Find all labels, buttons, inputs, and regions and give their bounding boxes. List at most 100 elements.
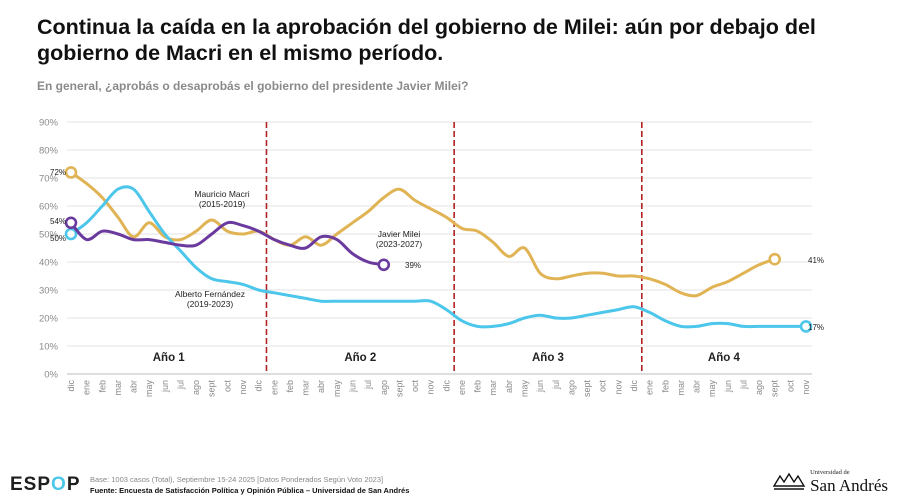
x-tick-label: feb: [285, 380, 295, 393]
series-years-label: (2015-2019): [199, 199, 245, 209]
series-start-marker: [64, 227, 78, 241]
series-years-label: (2019-2023): [187, 299, 233, 309]
x-tick-label: jul: [363, 380, 373, 390]
series-labels: Mauricio Macri(2015-2019) 72% 41% Alberto F…: [50, 168, 824, 332]
series-lines: [64, 166, 813, 333]
x-tick-label: oct: [222, 380, 232, 393]
series-name-label: Alberto Fernández: [175, 289, 245, 299]
series-name-label: Mauricio Macri: [194, 189, 249, 199]
y-tick-label: 40%: [39, 258, 59, 269]
x-tick-label: dic: [254, 380, 264, 392]
year-label: Año 3: [532, 352, 564, 364]
x-tick-label: may: [144, 380, 154, 398]
x-axis-ticks: dic ene feb mar abr may jun jul ago sept oct nov dic…: [66, 380, 811, 398]
series-name-label: Javier Milei: [378, 229, 421, 239]
x-tick-label: oct: [785, 380, 795, 393]
chart-subtitle: En general, ¿aprobás o desaprobás el gob…: [37, 79, 469, 93]
year-label: Año 2: [344, 352, 376, 364]
x-tick-label: jun: [347, 380, 357, 393]
x-tick-label: ago: [566, 380, 576, 395]
x-tick-label: abr: [504, 380, 514, 393]
university-small-text: Universidad de: [810, 469, 850, 476]
x-tick-label: mar: [301, 380, 311, 396]
x-tick-label: sept: [207, 380, 217, 398]
x-tick-label: jul: [551, 380, 561, 390]
x-tick-label: sept: [582, 380, 592, 398]
footer-notes: Base: 1003 casos (Total), Septiembre 15-…: [90, 474, 409, 496]
series-years-label: (2023-2027): [376, 239, 422, 249]
x-tick-label: feb: [473, 380, 483, 393]
series-end-marker: [377, 258, 391, 272]
series-end-marker: [799, 320, 813, 333]
x-tick-label: dic: [441, 380, 451, 392]
x-tick-label: dic: [66, 380, 76, 392]
series-start-value: 50%: [50, 234, 66, 243]
espop-logo: ESPOP: [10, 474, 81, 495]
series-line-milei: [69, 220, 386, 267]
x-tick-label: sept: [770, 380, 780, 398]
x-tick-label: may: [332, 380, 342, 398]
x-tick-label: abr: [316, 380, 326, 393]
y-tick-label: 10%: [39, 342, 59, 353]
year-dividers: [265, 122, 643, 374]
x-tick-label: ene: [457, 380, 467, 395]
series-start-marker: [64, 166, 78, 179]
x-tick-label: oct: [598, 380, 608, 393]
x-tick-label: mar: [113, 380, 123, 396]
y-tick-label: 60%: [39, 202, 59, 213]
year-label: Año 1: [153, 352, 186, 364]
x-tick-label: jul: [175, 380, 185, 390]
x-tick-label: abr: [692, 380, 702, 393]
x-tick-label: jun: [535, 380, 545, 393]
series-end-value: 41%: [808, 256, 824, 265]
x-tick-label: may: [707, 380, 717, 398]
x-tick-label: jul: [738, 380, 748, 390]
x-tick-label: mar: [488, 380, 498, 396]
series-start-value: 72%: [50, 168, 66, 177]
series-end-marker: [768, 252, 782, 266]
series-start-marker: [64, 216, 78, 230]
x-tick-label: ene: [645, 380, 655, 395]
chart-title: Continua la caída en la aprobación del g…: [37, 15, 816, 65]
x-tick-label: nov: [801, 380, 811, 395]
year-labels: Año 1 Año 2 Año 3 Año 4: [153, 352, 741, 364]
source-note: Fuente: Encuesta de Satisfacción Polític…: [90, 486, 410, 495]
y-tick-label: 0%: [44, 370, 58, 381]
y-tick-label: 80%: [39, 146, 59, 157]
university-crest-icon: [772, 472, 806, 490]
x-tick-label: abr: [129, 380, 139, 393]
y-tick-label: 20%: [39, 314, 59, 325]
x-tick-label: ene: [269, 380, 279, 395]
series-line-macri: [69, 170, 777, 298]
x-tick-label: ago: [754, 380, 764, 395]
series-end-value: 39%: [405, 261, 421, 270]
x-tick-label: ago: [379, 380, 389, 395]
series-end-value: 17%: [808, 323, 824, 332]
university-name: San Andrés: [810, 475, 888, 495]
x-tick-label: nov: [613, 380, 623, 395]
x-tick-label: nov: [238, 380, 248, 395]
x-tick-label: feb: [660, 380, 670, 393]
year-label: Año 4: [708, 352, 741, 364]
base-note: Base: 1003 casos (Total), Septiembre 15-…: [90, 475, 384, 484]
series-line-fernandez: [69, 185, 808, 329]
x-tick-label: jun: [723, 380, 733, 393]
x-tick-label: may: [520, 380, 530, 398]
x-tick-label: mar: [676, 380, 686, 396]
x-tick-label: ene: [82, 380, 92, 395]
y-tick-label: 30%: [39, 286, 59, 297]
series-start-value: 54%: [50, 217, 66, 226]
x-tick-label: dic: [629, 380, 639, 392]
university-logo: Universidad de San Andrés: [772, 469, 888, 495]
y-axis-ticks: 0% 10% 20% 30% 40% 50% 60% 70% 80% 90%: [39, 118, 59, 381]
y-tick-label: 90%: [39, 118, 59, 129]
x-tick-label: oct: [410, 380, 420, 393]
x-tick-label: nov: [426, 380, 436, 395]
y-tick-label: 50%: [39, 230, 59, 241]
x-tick-label: ago: [191, 380, 201, 395]
y-tick-label: 70%: [39, 174, 59, 185]
x-tick-label: feb: [97, 380, 107, 393]
x-tick-label: sept: [394, 380, 404, 398]
x-tick-label: jun: [160, 380, 170, 393]
